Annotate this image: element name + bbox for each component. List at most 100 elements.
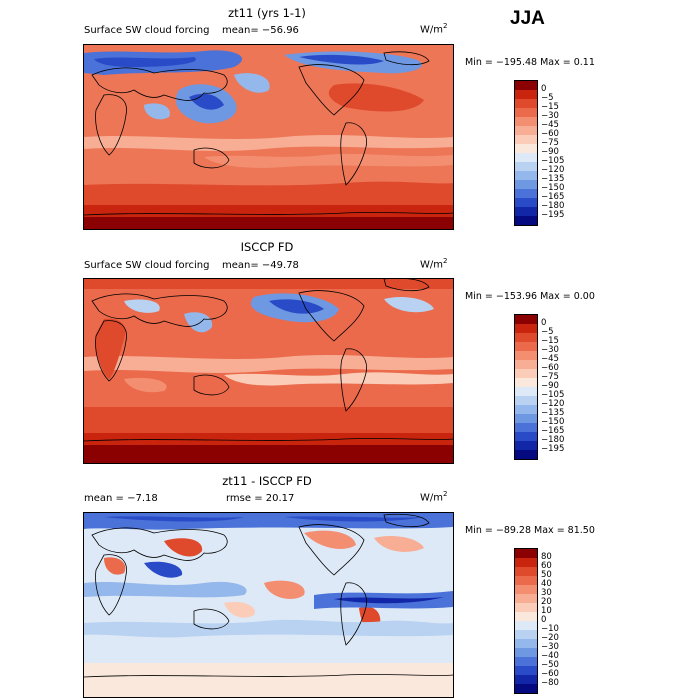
colorbar-swatch [515, 432, 537, 441]
colorbar-label: 0 [541, 84, 547, 94]
colorbar-label: −180 [541, 435, 565, 445]
colorbar-swatch [515, 360, 537, 369]
panel-2-mean: mean= −49.78 [222, 260, 299, 271]
colorbar-swatch [515, 441, 537, 450]
colorbar-label: −150 [541, 183, 565, 193]
colorbar-label: −75 [541, 138, 559, 148]
colorbar-label: −105 [541, 390, 565, 400]
colorbar-swatch [515, 396, 537, 405]
colorbar-label: −120 [541, 399, 565, 409]
colorbar-swatch [515, 405, 537, 414]
colorbar-label: 50 [541, 570, 552, 580]
panel-1-colorbar [514, 80, 538, 226]
colorbar-label: 0 [541, 615, 547, 625]
colorbar-swatch [515, 387, 537, 396]
colorbar-swatch [515, 207, 537, 216]
colorbar-swatch [515, 450, 537, 459]
panel-2-minmax: Min = −153.96 Max = 0.00 [465, 291, 595, 302]
colorbar-label: −150 [541, 417, 565, 427]
colorbar-swatch [515, 333, 537, 342]
panel-1-units: W/m2 [420, 22, 448, 36]
colorbar-swatch [515, 567, 537, 576]
panel-3-rmse: rmse = 20.17 [226, 493, 295, 504]
panel-1-title: zt11 (yrs 1-1) [228, 6, 306, 20]
colorbar-swatch [515, 378, 537, 387]
colorbar-label: 10 [541, 606, 552, 616]
panel-3-units: W/m2 [420, 490, 448, 504]
colorbar-swatch [515, 126, 537, 135]
colorbar-label: −165 [541, 426, 565, 436]
colorbar-label: −105 [541, 156, 565, 166]
colorbar-swatch [515, 81, 537, 90]
panel-1-mean: mean= −56.96 [222, 25, 299, 36]
colorbar-swatch [515, 180, 537, 189]
colorbar-swatch [515, 342, 537, 351]
colorbar-label: −80 [541, 678, 559, 688]
colorbar-label: −45 [541, 120, 559, 130]
colorbar-label: −120 [541, 165, 565, 175]
colorbar-label: −60 [541, 669, 559, 679]
colorbar-label: −5 [541, 327, 554, 337]
colorbar-label: −180 [541, 201, 565, 211]
colorbar-label: −60 [541, 129, 559, 139]
colorbar-label: −20 [541, 633, 559, 643]
panel-2-variable: Surface SW cloud forcing [84, 260, 210, 271]
colorbar-label: −15 [541, 102, 559, 112]
colorbar-swatch [515, 351, 537, 360]
colorbar-label: −30 [541, 345, 559, 355]
colorbar-swatch [515, 117, 537, 126]
colorbar-label: −90 [541, 381, 559, 391]
colorbar-label: −195 [541, 210, 565, 220]
colorbar-swatch [515, 144, 537, 153]
colorbar-swatch [515, 171, 537, 180]
colorbar-swatch [515, 99, 537, 108]
colorbar-label: 40 [541, 579, 552, 589]
colorbar-label: −135 [541, 408, 565, 418]
colorbar-swatch [515, 576, 537, 585]
colorbar-label: −15 [541, 336, 559, 346]
colorbar-swatch [515, 549, 537, 558]
colorbar-swatch [515, 153, 537, 162]
colorbar-swatch [515, 369, 537, 378]
panel-2-colorbar [514, 314, 538, 460]
colorbar-label: −45 [541, 354, 559, 364]
panel-3-colorbar [514, 548, 538, 694]
colorbar-swatch [515, 108, 537, 117]
panel-2-units: W/m2 [420, 257, 448, 271]
colorbar-swatch [515, 630, 537, 639]
panel-3-mean: mean = −7.18 [84, 493, 158, 504]
colorbar-swatch [515, 603, 537, 612]
colorbar-swatch [515, 414, 537, 423]
colorbar-swatch [515, 558, 537, 567]
colorbar-swatch [515, 162, 537, 171]
panel-3-title: zt11 - ISCCP FD [222, 474, 312, 488]
colorbar-label: −60 [541, 363, 559, 373]
colorbar-label: −135 [541, 174, 565, 184]
colorbar-label: −5 [541, 93, 554, 103]
colorbar-label: −40 [541, 651, 559, 661]
panel-3-map [83, 512, 454, 698]
panel-3-minmax: Min = −89.28 Max = 81.50 [465, 525, 595, 536]
colorbar-swatch [515, 90, 537, 99]
colorbar-swatch [515, 621, 537, 630]
panel-1-minmax: Min = −195.48 Max = 0.11 [465, 57, 595, 68]
colorbar-swatch [515, 639, 537, 648]
colorbar-label: 80 [541, 552, 552, 562]
panel-2-map [83, 278, 454, 464]
colorbar-label: 60 [541, 561, 552, 571]
colorbar-swatch [515, 666, 537, 675]
season-label: JJA [510, 8, 545, 29]
colorbar-label: 30 [541, 588, 552, 598]
colorbar-label: 0 [541, 318, 547, 328]
panel-1-map [83, 44, 454, 230]
colorbar-swatch [515, 216, 537, 225]
colorbar-label: 20 [541, 597, 552, 607]
colorbar-label: −50 [541, 660, 559, 670]
colorbar-swatch [515, 585, 537, 594]
colorbar-label: −75 [541, 372, 559, 382]
colorbar-label: −195 [541, 444, 565, 454]
colorbar-swatch [515, 657, 537, 666]
colorbar-swatch [515, 315, 537, 324]
colorbar-swatch [515, 684, 537, 693]
colorbar-label: −10 [541, 624, 559, 634]
